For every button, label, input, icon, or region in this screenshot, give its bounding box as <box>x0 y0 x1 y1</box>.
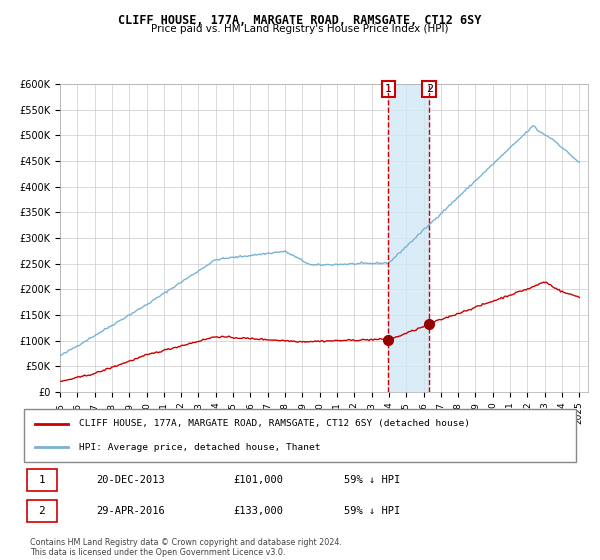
Text: CLIFF HOUSE, 177A, MARGATE ROAD, RAMSGATE, CT12 6SY (detached house): CLIFF HOUSE, 177A, MARGATE ROAD, RAMSGAT… <box>79 419 470 428</box>
FancyBboxPatch shape <box>24 409 576 462</box>
FancyBboxPatch shape <box>27 500 57 522</box>
Text: 29-APR-2016: 29-APR-2016 <box>96 506 164 516</box>
Bar <box>388 84 429 392</box>
Text: 59% ↓ HPI: 59% ↓ HPI <box>344 506 400 516</box>
Text: 1: 1 <box>38 475 45 485</box>
Text: Contains HM Land Registry data © Crown copyright and database right 2024.
This d: Contains HM Land Registry data © Crown c… <box>30 538 342 557</box>
Text: Price paid vs. HM Land Registry's House Price Index (HPI): Price paid vs. HM Land Registry's House … <box>151 24 449 34</box>
FancyBboxPatch shape <box>27 469 57 491</box>
Text: 20-DEC-2013: 20-DEC-2013 <box>96 475 164 485</box>
Text: £133,000: £133,000 <box>234 506 284 516</box>
Text: 1: 1 <box>385 84 392 94</box>
Text: CLIFF HOUSE, 177A, MARGATE ROAD, RAMSGATE, CT12 6SY: CLIFF HOUSE, 177A, MARGATE ROAD, RAMSGAT… <box>118 14 482 27</box>
Text: £101,000: £101,000 <box>234 475 284 485</box>
Text: 59% ↓ HPI: 59% ↓ HPI <box>344 475 400 485</box>
Text: 2: 2 <box>425 84 433 94</box>
Text: HPI: Average price, detached house, Thanet: HPI: Average price, detached house, Than… <box>79 442 320 451</box>
Text: 2: 2 <box>38 506 45 516</box>
